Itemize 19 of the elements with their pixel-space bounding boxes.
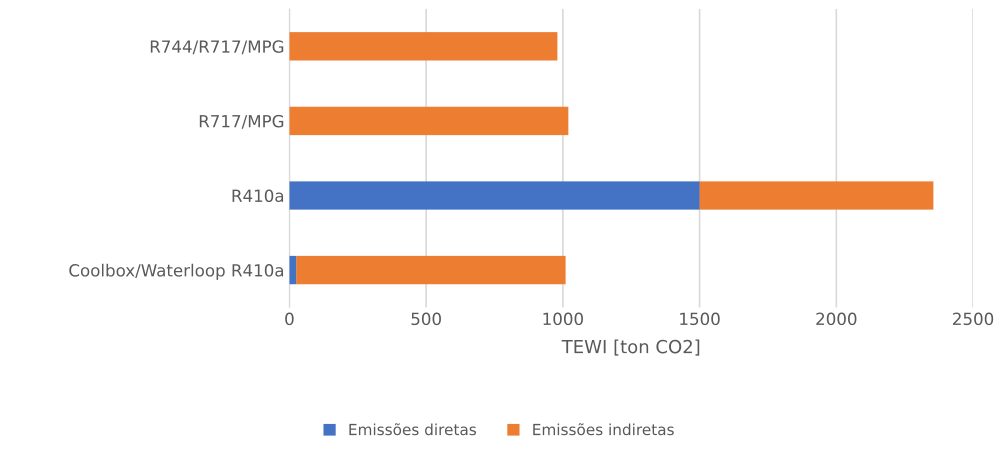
x-tick-label: 1500 [680,312,720,326]
bar [700,181,934,210]
y-tick-label: Coolbox/Waterloop R410a [69,264,284,280]
x-tick-label: 500 [412,312,441,326]
x-tick-label: 1000 [543,312,583,326]
bar [289,106,568,136]
bar [289,181,700,210]
x-tick-label: 2000 [816,312,856,326]
legend-label: Emissões indiretas [533,423,674,436]
x-axis-title: TEWI [ton CO2] [562,339,700,356]
bar [289,256,296,284]
x-tick-label: 0 [285,312,294,326]
legend-label: Emissões diretas [349,423,476,436]
bar [296,256,566,284]
y-tick-label: R717/MPG [200,114,284,129]
x-tick-label: 2500 [953,312,994,326]
y-tick-label: R410a [232,189,284,202]
y-tick-label: R744/R717/MPG [150,40,284,54]
bar [289,32,558,60]
